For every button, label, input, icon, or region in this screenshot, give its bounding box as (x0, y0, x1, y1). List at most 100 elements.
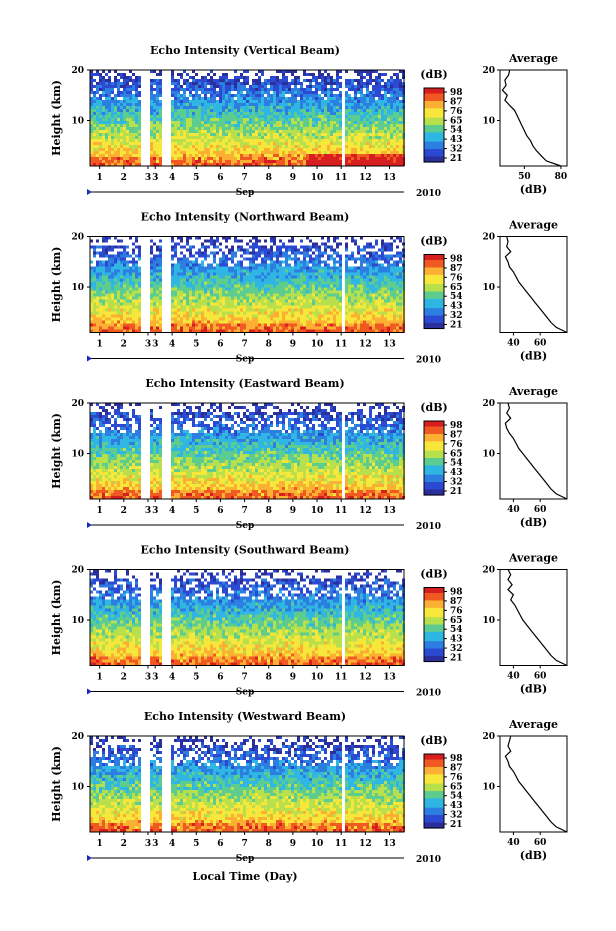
heatmap-cell (177, 133, 180, 136)
heatmap-cell (234, 112, 237, 115)
heatmap-cell (180, 85, 183, 88)
heatmap-cell (231, 245, 234, 249)
heatmap-cell (282, 245, 285, 249)
heatmap-cell (285, 109, 288, 112)
heatmap-cell (219, 290, 222, 294)
heatmap-cell (216, 284, 219, 288)
heatmap-cell (306, 121, 309, 124)
heatmap-cell (225, 320, 228, 324)
heatmap-cell (126, 293, 129, 297)
heatmap-cell (243, 109, 246, 112)
heatmap-cell (252, 157, 255, 160)
heatmap-cell (276, 142, 279, 145)
heatmap-cell (237, 305, 240, 309)
heatmap-cell (297, 299, 300, 303)
heatmap-cell (378, 136, 381, 139)
heatmap-cell (228, 148, 231, 151)
heatmap-cell (207, 263, 210, 267)
heatmap-cell (102, 326, 105, 330)
heatmap-cell (324, 82, 327, 85)
heatmap-cell (243, 284, 246, 288)
heatmap-cell (222, 151, 225, 154)
heatmap-cell (129, 278, 132, 282)
heatmap-cell (297, 136, 300, 139)
heatmap-cell (246, 272, 249, 276)
heatmap-cell (318, 145, 321, 148)
heatmap-cell (321, 251, 324, 255)
heatmap-cell (102, 260, 105, 264)
heatmap-cell (336, 118, 339, 121)
heatmap-cell (378, 142, 381, 145)
heatmap-cell (282, 124, 285, 127)
heatmap-cell (108, 127, 111, 130)
heatmap-cell (291, 106, 294, 109)
heatmap-cell (216, 317, 219, 321)
heatmap-cell (243, 118, 246, 121)
heatmap-cell (240, 272, 243, 276)
heatmap-cell (336, 163, 339, 166)
heatmap-cell (396, 151, 399, 154)
heatmap-cell (207, 133, 210, 136)
heatmap-cell (195, 97, 198, 100)
heatmap-cell (201, 296, 204, 300)
heatmap-cell (105, 311, 108, 315)
heatmap-cell (159, 254, 162, 258)
heatmap-cell (309, 124, 312, 127)
heatmap-cell (177, 79, 180, 82)
heatmap-cell (315, 242, 318, 246)
heatmap-cell (231, 94, 234, 97)
heatmap-cell (153, 326, 156, 330)
heatmap-cell (222, 148, 225, 151)
heatmap-cell (360, 109, 363, 112)
heatmap-cell (288, 299, 291, 303)
heatmap-cell (222, 154, 225, 157)
heatmap-cell (150, 308, 153, 312)
heatmap-cell (96, 124, 99, 127)
heatmap-cell (366, 115, 369, 118)
heatmap-cell (387, 151, 390, 154)
heatmap-cell (120, 251, 123, 255)
heatmap-cell (195, 91, 198, 94)
heatmap-cell (381, 112, 384, 115)
heatmap-cell (270, 293, 273, 297)
heatmap-cell (324, 106, 327, 109)
heatmap-cell (108, 272, 111, 276)
heatmap-cell (198, 296, 201, 300)
heatmap-cell (114, 148, 117, 151)
heatmap-cell (264, 154, 267, 157)
heatmap-cell (180, 94, 183, 97)
heatmap-cell (288, 311, 291, 315)
heatmap-cell (345, 112, 348, 115)
heatmap-cell (246, 320, 249, 324)
heatmap-cell (156, 287, 159, 291)
heatmap-cell (99, 293, 102, 297)
heatmap-cell (234, 266, 237, 270)
heatmap-cell (201, 136, 204, 139)
heatmap-cell (261, 269, 264, 273)
heatmap-cell (315, 287, 318, 291)
heatmap-cell (252, 242, 255, 246)
heatmap-cell (396, 154, 399, 157)
heatmap-cell (228, 323, 231, 327)
heatmap-cell (117, 127, 120, 130)
heatmap-cell (303, 133, 306, 136)
heatmap-cell (108, 320, 111, 324)
heatmap-cell (216, 151, 219, 154)
heatmap-cell (285, 136, 288, 139)
heatmap-cell (345, 157, 348, 160)
heatmap-cell (306, 151, 309, 154)
heatmap-cell (120, 82, 123, 85)
heatmap-cell (249, 94, 252, 97)
heatmap-cell (102, 70, 105, 73)
panel-1: Echo Intensity (Northward Beam)2010Heigh… (50, 211, 568, 366)
heatmap-cell (189, 302, 192, 306)
heatmap-cell (252, 94, 255, 97)
heatmap-cell (336, 139, 339, 142)
heatmap-cell (102, 133, 105, 136)
heatmap-cell (192, 136, 195, 139)
heatmap-cell (372, 124, 375, 127)
heatmap-cell (123, 130, 126, 133)
heatmap-cell (246, 251, 249, 255)
heatmap-cell (297, 112, 300, 115)
heatmap-cell (345, 148, 348, 151)
